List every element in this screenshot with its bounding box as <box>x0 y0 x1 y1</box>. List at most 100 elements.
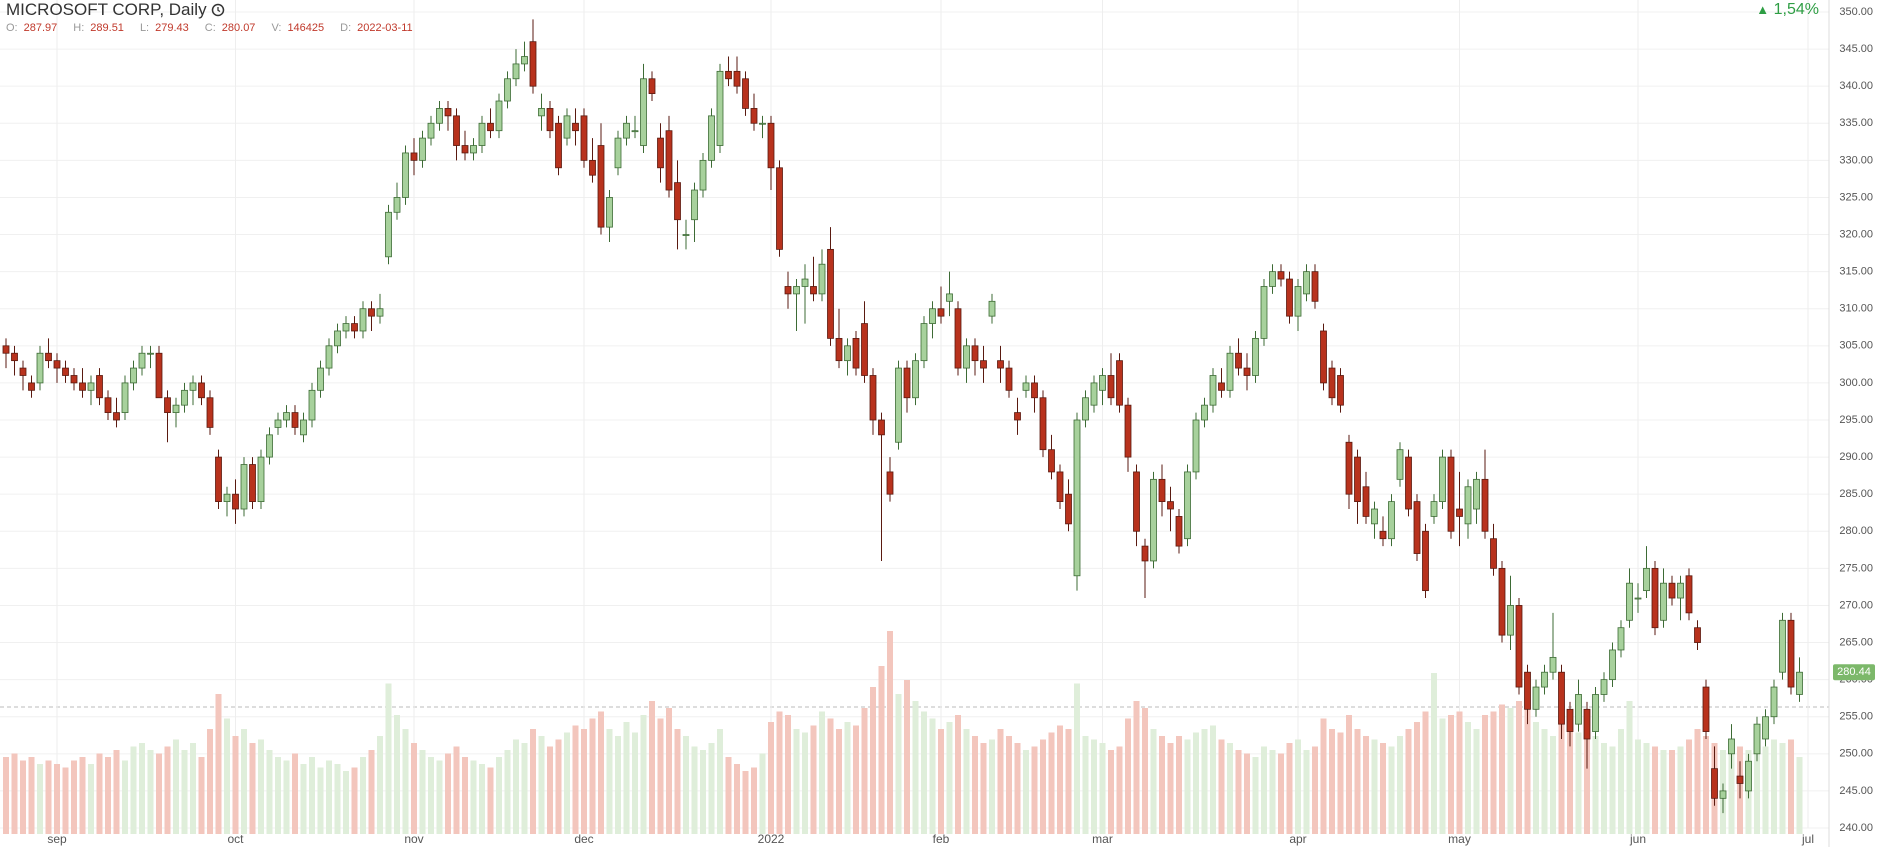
ohlc-row: O: 287.97 H: 289.51 L: 279.43 C: 280.07 V: 146425… <box>6 21 423 35</box>
y-tick-label: 335.00 <box>1839 117 1873 129</box>
volume-bar <box>1592 736 1599 834</box>
volume-bar <box>521 743 528 834</box>
candle-body <box>691 189 698 221</box>
volume-bar <box>1439 718 1446 834</box>
candle-body <box>308 389 316 421</box>
volume-bar <box>513 739 519 834</box>
volume-bar <box>334 764 341 834</box>
candle-body <box>1507 605 1514 636</box>
volume-bar <box>1125 718 1131 834</box>
change: ▲ 1,54% <box>1756 1 1819 19</box>
volume-bar <box>1312 746 1318 834</box>
volume-bar <box>1099 743 1106 834</box>
candle-body <box>1158 478 1166 503</box>
candle-body <box>801 278 809 287</box>
field-label: C: <box>204 22 216 34</box>
volume-bar <box>904 680 910 834</box>
volume-bar <box>156 753 162 834</box>
candle-body <box>1048 449 1055 473</box>
volume-bar <box>479 764 485 834</box>
volume-bar <box>1227 743 1233 834</box>
candle-body <box>1524 671 1531 710</box>
candle-body <box>410 152 418 161</box>
y-tick-label: 340.00 <box>1839 80 1873 92</box>
candle-body <box>36 352 44 384</box>
candle-body <box>614 137 622 169</box>
volume-bar <box>632 732 638 834</box>
volume-bar <box>640 715 647 834</box>
y-tick-label: 310.00 <box>1839 303 1873 315</box>
candle-body <box>427 122 435 139</box>
volume-bar <box>215 694 222 834</box>
volume-bar <box>411 743 417 834</box>
candle-body <box>835 337 843 362</box>
volume-bar <box>1499 704 1505 834</box>
volume-bar <box>1108 750 1114 834</box>
volume-bar <box>1040 739 1046 834</box>
candle-body <box>640 78 647 146</box>
volume-bar <box>1686 739 1692 834</box>
volume-bar <box>1431 673 1437 834</box>
candle-body <box>1745 760 1752 792</box>
candle-body <box>1039 397 1047 451</box>
volume-bar <box>1524 708 1531 834</box>
candle-body <box>1490 538 1497 569</box>
candle-body <box>946 293 953 302</box>
candle-body <box>784 286 792 295</box>
volume-bar <box>1167 743 1174 834</box>
candle-body <box>1209 375 1217 406</box>
volume-bar <box>11 753 18 834</box>
candle-body <box>1456 508 1463 517</box>
volume-bar <box>326 760 332 834</box>
volume-bar <box>708 743 715 834</box>
candle-body <box>1362 486 1370 517</box>
candle-body <box>657 137 664 169</box>
candle-body <box>495 100 503 132</box>
candle-body <box>198 382 205 399</box>
volume-bar <box>1176 736 1182 834</box>
candle-body <box>1473 478 1480 510</box>
candle-body <box>827 248 834 339</box>
volume-bar <box>1184 739 1191 834</box>
volume-bar <box>487 767 494 834</box>
x-tick-label: feb <box>933 832 950 846</box>
volume-bar <box>997 729 1004 834</box>
volume-bar <box>963 729 970 834</box>
x-tick-label: may <box>1448 832 1471 846</box>
field-value: 279.43 <box>155 22 189 34</box>
volume-bar <box>989 739 995 834</box>
up-arrow: ▲ <box>1756 2 1770 17</box>
volume-bar <box>878 666 885 834</box>
volume-bar <box>62 767 69 834</box>
x-tick-label: apr <box>1289 832 1306 846</box>
candle-body <box>1065 493 1072 525</box>
candle-body <box>1396 449 1404 480</box>
price-tag-box <box>1833 664 1875 681</box>
volume-bar <box>1626 701 1633 834</box>
candle-body <box>1498 567 1506 636</box>
volume-bar <box>385 683 392 834</box>
candle-body <box>1430 501 1438 517</box>
candle-body <box>759 122 766 125</box>
y-tick-label: 330.00 <box>1839 154 1873 166</box>
volume-bar <box>717 729 723 834</box>
volume-bar <box>955 715 961 834</box>
candle-body <box>206 397 214 428</box>
candle-body <box>699 159 707 191</box>
volume-bar <box>1329 729 1335 834</box>
candle-body <box>971 345 979 362</box>
candle-body <box>19 367 27 376</box>
volume-bar <box>666 708 672 834</box>
volume-bar <box>130 746 137 834</box>
candle-body <box>1056 471 1064 503</box>
candle-body <box>903 367 911 399</box>
candle-body <box>393 197 401 213</box>
volume-bar <box>1533 722 1539 834</box>
volume-bar <box>309 757 315 834</box>
volume-bar <box>1516 701 1522 834</box>
candle-body <box>300 419 307 436</box>
volume-bar <box>785 715 791 834</box>
candle-body <box>597 145 605 228</box>
candle-body <box>436 108 443 124</box>
